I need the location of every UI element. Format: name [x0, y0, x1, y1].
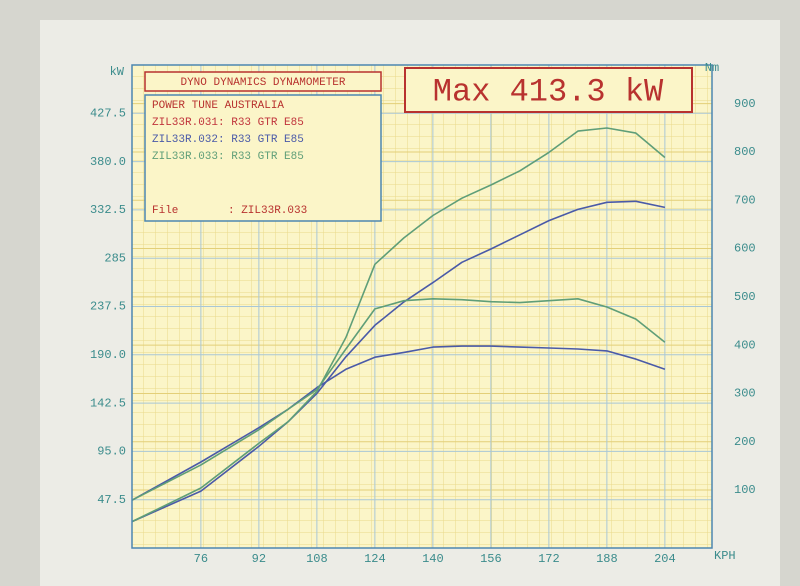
y-tick-label: 95.0	[97, 445, 126, 459]
y-tick-label: 142.5	[90, 396, 126, 410]
x-tick-label: 140	[422, 552, 444, 566]
max-annotation: Max 413.3 kW	[433, 73, 664, 110]
y-tick-label: 190.0	[90, 348, 126, 362]
y2-tick-label: 900	[734, 97, 756, 111]
legend-entry: ZIL33R.031: R33 GTR E85	[152, 117, 304, 129]
y2-axis-label: Nm	[705, 61, 719, 75]
x-tick-label: 188	[596, 552, 618, 566]
y2-tick-label: 600	[734, 242, 756, 256]
legend-entry: ZIL33R.033: R33 GTR E85	[152, 151, 304, 163]
legend: ZIL33R.031: R33 GTR E85 ZIL33R.032: R33 G…	[152, 117, 304, 163]
x-tick-label: 124	[364, 552, 386, 566]
y-tick-label: 237.5	[90, 300, 126, 314]
y-tick-label: 427.5	[90, 106, 126, 120]
y-tick-label: 47.5	[97, 493, 126, 507]
x-axis-label: KPH	[714, 549, 736, 563]
chart-title: DYNO DYNAMICS DYNAMOMETER	[180, 77, 345, 89]
y2-tick-label: 800	[734, 145, 756, 159]
legend-title: POWER TUNE AUSTRALIA	[152, 100, 284, 112]
x-tick-label: 92	[252, 552, 266, 566]
y2-tick-label: 400	[734, 338, 756, 352]
file-value: : ZIL33R.033	[228, 205, 307, 217]
x-tick-label: 156	[480, 552, 502, 566]
annotation-box	[404, 67, 693, 113]
y2-tick-label: 700	[734, 193, 756, 207]
curves	[131, 127, 666, 523]
legend-entry: ZIL33R.032: R33 GTR E85	[152, 134, 304, 146]
legend-box	[144, 94, 382, 222]
power-line	[131, 200, 666, 523]
x-tick-label: 108	[306, 552, 328, 566]
plot-frame	[131, 64, 713, 549]
x-tick-label: 172	[538, 552, 560, 566]
x-tick-label: 76	[194, 552, 208, 566]
file-label: File	[152, 205, 178, 217]
y-axis-label: kW	[110, 65, 125, 79]
y2-tick-label: 500	[734, 290, 756, 304]
y-tick-label: 380.0	[90, 155, 126, 169]
torque-line	[131, 298, 666, 501]
y-tick-label: 285	[104, 251, 126, 265]
y-tick-label: 332.5	[90, 203, 126, 217]
y2-tick-label: 200	[734, 435, 756, 449]
title-box	[144, 71, 382, 92]
x-tick-label: 204	[654, 552, 676, 566]
y2-tick-label: 300	[734, 387, 756, 401]
grid	[132, 65, 712, 548]
y2-tick-label: 100	[734, 483, 756, 497]
power-line	[131, 127, 666, 523]
